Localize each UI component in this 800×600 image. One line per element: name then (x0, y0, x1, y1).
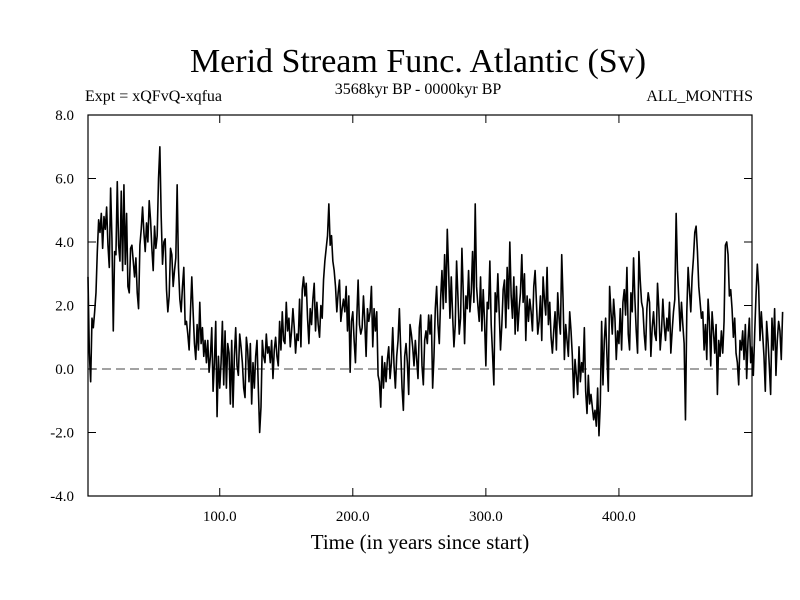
y-tick-label: 0.0 (55, 362, 74, 378)
plot-frame (87, 114, 753, 497)
y-tick-label: -4.0 (50, 489, 74, 505)
time-range-label: 3568kyr BP - 0000kyr BP (335, 81, 502, 98)
x-axis: 100.0 200.0 300.0 400.0 (203, 115, 636, 525)
chart-title: Merid Stream Func. Atlantic (Sv) (190, 43, 646, 80)
y-tick-label: 2.0 (55, 299, 74, 315)
experiment-label: Expt = xQFvQ-xqfua (85, 88, 222, 105)
y-tick-label: -2.0 (50, 426, 74, 442)
x-tick-label: 200.0 (336, 509, 370, 525)
x-tick-label: 400.0 (602, 509, 636, 525)
y-tick-label: 6.0 (55, 172, 74, 188)
y-tick-label: 4.0 (55, 235, 74, 251)
x-tick-label: 100.0 (203, 509, 237, 525)
y-axis: -4.0 -2.0 0.0 2.0 4.0 6.0 8.0 (50, 108, 752, 505)
y-tick-label: 8.0 (55, 108, 74, 124)
x-axis-label: Time (in years since start) (311, 530, 530, 554)
months-label: ALL_MONTHS (646, 88, 753, 105)
series-line (87, 145, 784, 437)
x-tick-label: 300.0 (469, 509, 503, 525)
